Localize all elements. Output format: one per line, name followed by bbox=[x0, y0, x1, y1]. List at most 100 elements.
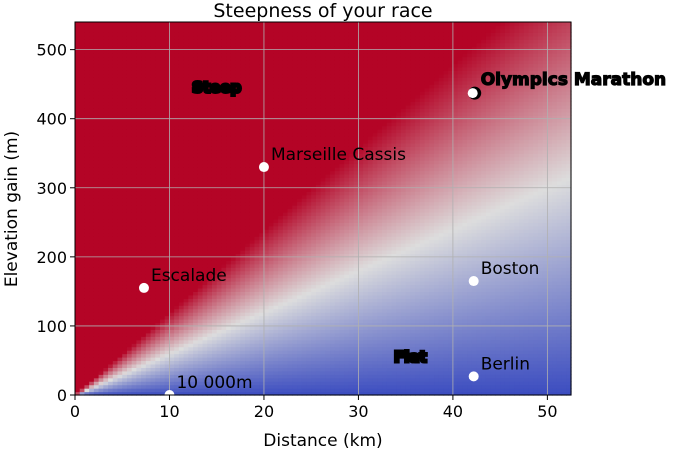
heatmap-cell bbox=[75, 122, 81, 127]
heatmap-cell bbox=[207, 322, 213, 327]
heatmap-cell bbox=[278, 381, 284, 386]
heatmap-cell bbox=[183, 35, 189, 40]
heatmap-cell bbox=[84, 84, 90, 89]
heatmap-cell bbox=[178, 163, 185, 168]
heatmap-cell bbox=[249, 198, 256, 203]
heatmap-cell bbox=[136, 232, 142, 237]
heatmap-cell bbox=[178, 274, 185, 279]
heatmap-cell bbox=[89, 315, 95, 320]
heatmap-cell bbox=[202, 239, 208, 244]
heatmap-cell bbox=[235, 367, 241, 372]
heatmap-cell bbox=[169, 329, 175, 334]
heatmap-cell bbox=[211, 56, 218, 61]
heatmap-cell bbox=[126, 339, 133, 344]
heatmap-cell bbox=[93, 305, 100, 310]
heatmap-cell bbox=[93, 381, 100, 386]
heatmap-cell bbox=[249, 167, 256, 172]
heatmap-cell bbox=[292, 346, 298, 351]
heatmap-cell bbox=[117, 315, 123, 320]
heatmap-cell bbox=[178, 325, 185, 330]
heatmap-cell bbox=[93, 28, 100, 33]
heatmap-cell bbox=[98, 229, 104, 234]
heatmap-cell bbox=[278, 129, 284, 134]
heatmap-cell bbox=[164, 115, 171, 120]
heatmap-cell bbox=[221, 191, 227, 196]
heatmap-cell bbox=[141, 66, 147, 71]
heatmap-cell bbox=[202, 274, 208, 279]
heatmap-cell bbox=[193, 146, 199, 151]
heatmap-cell bbox=[240, 249, 246, 254]
heatmap-cell bbox=[240, 260, 246, 265]
heatmap-cell bbox=[79, 377, 86, 382]
heatmap-cell bbox=[79, 142, 86, 147]
heatmap-cell bbox=[254, 59, 260, 65]
heatmap-cell bbox=[278, 336, 284, 341]
heatmap-cell bbox=[145, 139, 152, 144]
heatmap-cell bbox=[75, 39, 81, 44]
heatmap-cell bbox=[155, 357, 161, 362]
heatmap-cell bbox=[254, 77, 260, 82]
heatmap-cell bbox=[160, 329, 166, 334]
heatmap-cell bbox=[89, 91, 95, 96]
heatmap-cell bbox=[117, 294, 123, 299]
heatmap-cell bbox=[126, 28, 133, 33]
heatmap-cell bbox=[93, 39, 100, 44]
heatmap-cell bbox=[75, 118, 81, 123]
heatmap-cell bbox=[245, 170, 251, 175]
heatmap-cell bbox=[117, 346, 123, 351]
heatmap-cell bbox=[160, 149, 166, 154]
heatmap-cell bbox=[202, 357, 208, 362]
heatmap-cell bbox=[211, 346, 218, 351]
heatmap-cell bbox=[268, 287, 274, 292]
heatmap-cell bbox=[235, 28, 241, 33]
heatmap-cell bbox=[169, 39, 175, 44]
heatmap-cell bbox=[98, 163, 104, 168]
heatmap-cell bbox=[117, 39, 123, 44]
heatmap-cell bbox=[112, 377, 119, 382]
heatmap-cell bbox=[268, 173, 274, 179]
heatmap-cell bbox=[287, 97, 293, 103]
heatmap-cell bbox=[230, 229, 237, 234]
heatmap-cell bbox=[131, 222, 138, 227]
heatmap-cell bbox=[155, 170, 161, 175]
heatmap-cell bbox=[174, 287, 180, 292]
heatmap-cell bbox=[164, 53, 171, 58]
heatmap-cell bbox=[160, 156, 166, 161]
heatmap-cell bbox=[216, 63, 223, 68]
heatmap-cell bbox=[207, 287, 213, 292]
heatmap-cell bbox=[197, 246, 204, 251]
heatmap-cell bbox=[169, 167, 175, 172]
heatmap-cell bbox=[117, 391, 123, 396]
heatmap-cell bbox=[136, 167, 142, 172]
heatmap-cell bbox=[268, 135, 274, 141]
heatmap-cell bbox=[174, 370, 180, 375]
heatmap-cell bbox=[84, 80, 90, 85]
heatmap-cell bbox=[141, 367, 147, 372]
heatmap-cell bbox=[211, 305, 218, 310]
heatmap-cell bbox=[145, 173, 152, 179]
heatmap-cell bbox=[98, 319, 104, 324]
heatmap-cell bbox=[136, 319, 142, 324]
heatmap-cell bbox=[112, 198, 119, 203]
heatmap-cell bbox=[103, 70, 109, 75]
heatmap-cell bbox=[273, 270, 279, 275]
heatmap-cell bbox=[216, 194, 223, 199]
heatmap-cell bbox=[211, 249, 218, 254]
heatmap-cell bbox=[126, 46, 133, 51]
heatmap-cell bbox=[108, 374, 114, 379]
heatmap-cell bbox=[278, 315, 284, 320]
heatmap-cell bbox=[249, 70, 256, 75]
heatmap-cell bbox=[193, 104, 199, 109]
heatmap-cell bbox=[150, 194, 156, 199]
heatmap-cell bbox=[278, 104, 284, 109]
heatmap-cell bbox=[122, 249, 128, 254]
heatmap-cell bbox=[84, 63, 90, 68]
heatmap-cell bbox=[240, 246, 246, 251]
heatmap-cell bbox=[230, 153, 237, 158]
heatmap-cell bbox=[202, 94, 208, 99]
heatmap-cell bbox=[273, 180, 279, 185]
heatmap-cell bbox=[160, 97, 166, 103]
heatmap-cell bbox=[240, 357, 246, 362]
heatmap-cell bbox=[273, 343, 279, 348]
heatmap-cell bbox=[126, 301, 133, 306]
